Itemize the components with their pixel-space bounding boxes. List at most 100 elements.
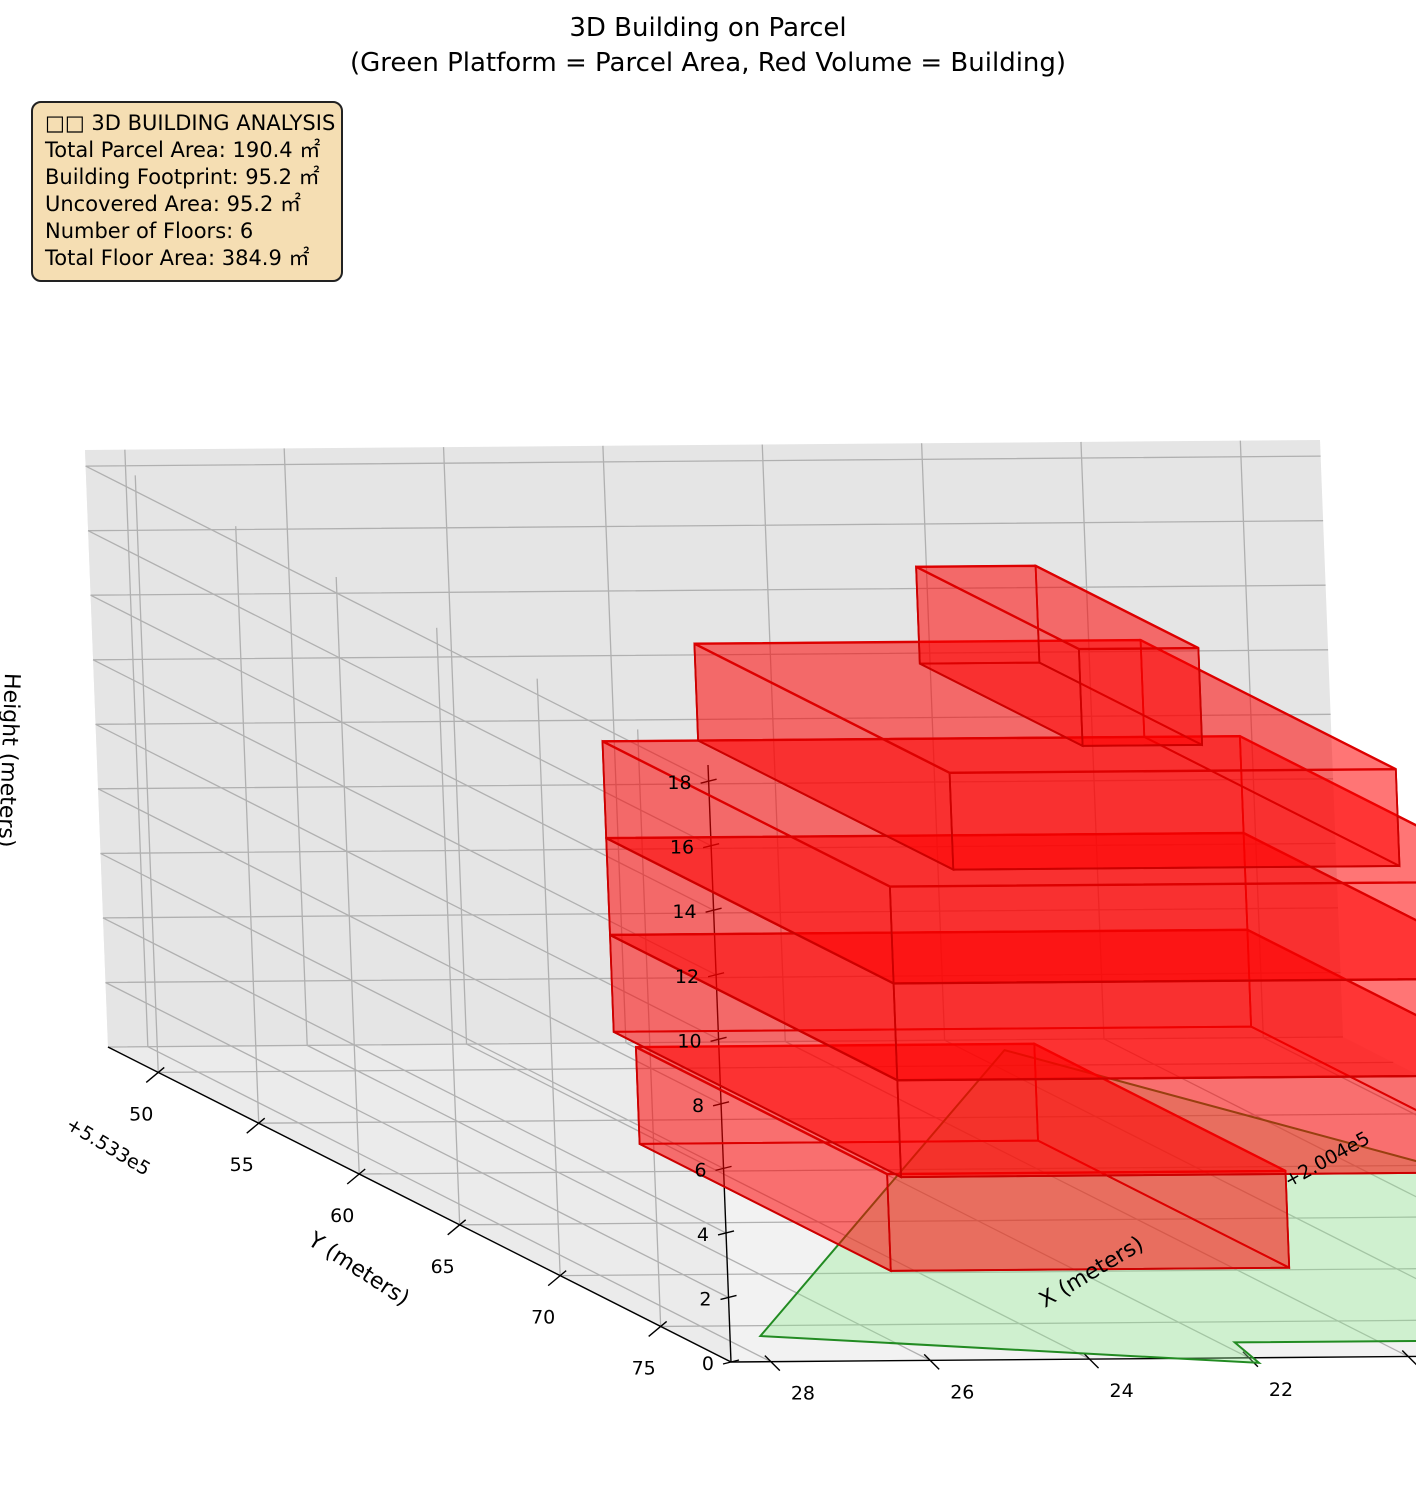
building-level [605,831,1416,1082]
y-tick-label: 60 [330,1205,354,1227]
x-grid-wall [920,443,946,1041]
x-tick-mark [1083,1352,1100,1369]
level-wall-face [888,881,1416,985]
level-roof-face [693,638,1397,775]
y-grid-floor [158,1061,1394,1074]
z-grid-line [105,971,1341,1299]
y-grid-floor [660,1319,1416,1328]
z-tick-mark [702,842,720,849]
x-grid-wall [124,449,149,1047]
x-tick-mark [923,1353,940,1370]
z-tick-label: 16 [670,837,694,859]
z-tick-mark [715,1165,732,1172]
x-grid-floor [1103,1038,1416,1198]
axis-panes [85,440,1416,1362]
z-grid-line [100,842,1336,1169]
grid-lines [85,440,1416,1363]
level-roof-face [915,564,1199,651]
z-tick-mark [710,1036,727,1042]
y-grid-wall [536,678,561,1276]
z-tick-mark [712,1101,730,1107]
level-wall-face [892,978,1416,1082]
x-grid-floor [944,1039,1416,1280]
info-heading: □□ 3D BUILDING ANALYSIS [45,111,336,135]
x-grid-wall [442,447,468,1045]
y-grid-wall [235,526,260,1124]
info-line-floor-area: Total Floor Area: 384.9 ㎡ [45,246,310,270]
y-tick-mark [246,1117,266,1134]
info-line-parcel-area: Total Parcel Area: 190.4 ㎡ [45,138,321,162]
building-level [601,734,1416,985]
y-grid-wall [134,475,159,1073]
y-tick-mark [648,1320,668,1337]
chart-title: 3D Building on Parcel [569,13,846,43]
z-grid-line [102,907,1339,1234]
z-tick-label: 10 [677,1030,701,1052]
x-grid-wall [283,448,308,1046]
info-line-uncovered: Uncovered Area: 95.2 ㎡ [45,192,302,216]
info-line-footprint: Building Footprint: 95.2 ㎡ [45,165,320,189]
x-grid-floor [784,1040,1409,1358]
level-wall-face [948,768,1401,871]
x-grid-wall [1080,441,1105,1039]
building-level [609,928,1416,1179]
z-grid-line [85,455,1321,782]
building-level [634,1042,1291,1273]
y-tick-label: 75 [632,1357,656,1379]
y-axis-label: Y (meters) [303,1227,414,1311]
z-grid-line [95,713,1331,1040]
level-wall-face [896,1075,1416,1179]
parcel-polygon [758,1048,1416,1365]
z-tick-label: 12 [675,966,699,988]
y-tick-mark [145,1066,165,1083]
building-level [915,564,1204,748]
y-tick-mark [547,1270,567,1287]
x-grid-floor [1263,1037,1416,1116]
analysis-info-box: □□ 3D BUILDING ANALYSIS Total Parcel Are… [31,101,343,282]
x-tick-mark [1242,1351,1259,1368]
building-level [693,638,1401,872]
z-tick-mark [722,1359,740,1365]
level-roof-face [635,1042,1287,1176]
z-tick-mark [700,778,717,784]
z-tick-label: 14 [672,901,696,923]
z-tick-label: 2 [699,1288,711,1310]
z-tick-label: 4 [697,1224,709,1246]
z-grid-line [90,584,1326,911]
info-line-floors: Number of Floors: 6 [45,219,254,243]
x-tick-label: 22 [1269,1379,1293,1401]
x-tick-mark [1401,1350,1416,1366]
y-tick-mark [447,1219,467,1236]
z-axis-label: Height (meters) [0,673,24,848]
y-axis-line [107,1046,732,1363]
level-wall-face [886,1169,1291,1272]
parcel-platform [758,1048,1416,1365]
z-tick-mark [705,907,722,913]
x-tick-label: 26 [950,1381,974,1403]
y-grid-wall [335,576,360,1175]
y-tick-label: 65 [431,1256,455,1278]
axis-lines [107,764,1416,1372]
x-tick-mark [764,1355,781,1372]
right-pane [85,440,1343,1047]
z-grid-line [92,649,1329,976]
y-grid-wall [436,627,461,1225]
level-wall-face [1077,647,1204,747]
z-grid-line [87,520,1324,847]
y-grid-floor [560,1268,1416,1277]
z-grid-line [97,778,1334,1105]
y-grid-floor [459,1216,1416,1226]
y-grid-floor [359,1164,1416,1175]
x-grid-wall [602,445,627,1043]
z-tick-mark [707,972,725,978]
x-grid-floor [306,1044,931,1361]
x-axis-line [730,1355,1416,1363]
x-tick-label: 28 [791,1383,815,1405]
z-tick-label: 18 [667,772,691,794]
y-tick-label: 50 [129,1103,153,1125]
y-grid-wall [637,729,662,1327]
x-grid-wall [1239,440,1264,1038]
building-volume [601,564,1416,1273]
y-tick-label: 55 [230,1154,254,1176]
